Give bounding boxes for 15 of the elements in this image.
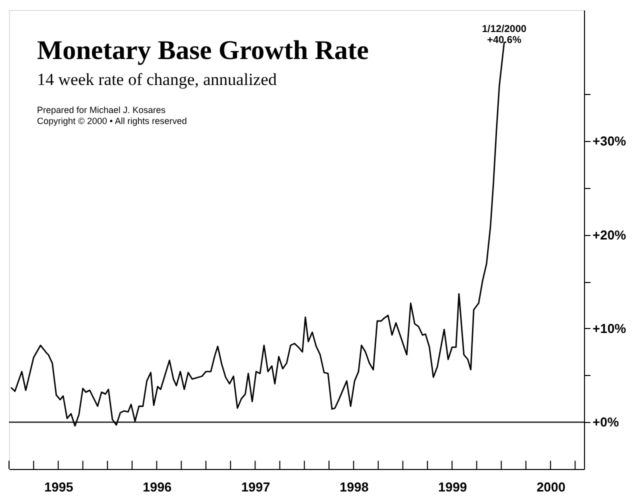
y-tick-label: +30% — [592, 134, 627, 149]
y-tick-label: +0% — [592, 414, 620, 430]
y-tick-label: +20% — [592, 227, 627, 242]
x-tick-label: 1997 — [241, 480, 270, 494]
x-tick-label: 1995 — [44, 480, 74, 494]
y-tick-label: +10% — [592, 320, 627, 336]
annotation: Copyright © 2000 • All rights reserved — [37, 116, 187, 126]
x-tick-label: 1996 — [142, 480, 172, 494]
text: 14 week rate of change, annualized — [37, 70, 278, 89]
x-tick-label: 1998 — [340, 480, 369, 494]
annotation: Prepared for Michael J. Kosares — [37, 105, 166, 115]
x-tick-label: 1999 — [438, 480, 468, 494]
annotation: 1/12/2000 +40.6% — [482, 24, 527, 46]
x-tick-label: 2000 — [536, 480, 566, 494]
text: Monetary Base Growth Rate — [37, 35, 369, 65]
